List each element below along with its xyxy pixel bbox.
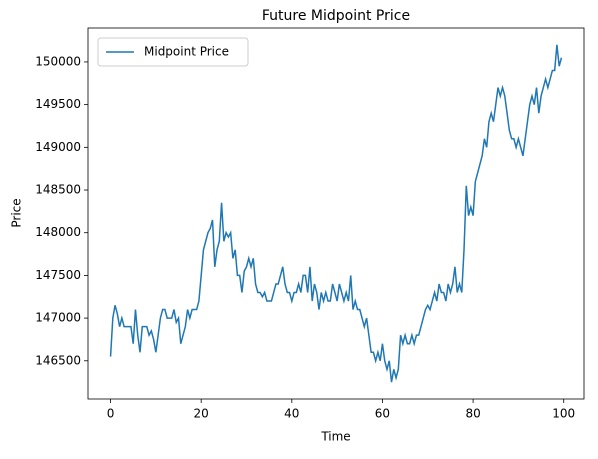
y-tick-label: 149500 bbox=[35, 97, 81, 111]
x-tick-label: 100 bbox=[552, 407, 575, 421]
data-line bbox=[109, 44, 563, 383]
x-tick-label: 0 bbox=[107, 407, 115, 421]
legend-label: Midpoint Price bbox=[144, 45, 229, 59]
x-tick-label: 20 bbox=[194, 407, 209, 421]
y-tick-label: 146500 bbox=[35, 353, 81, 367]
x-tick-label: 60 bbox=[375, 407, 390, 421]
y-tick-label: 147000 bbox=[35, 311, 81, 325]
legend-box bbox=[97, 37, 249, 67]
y-tick-label: 148000 bbox=[35, 225, 81, 239]
chart-title: Future Midpoint Price bbox=[262, 8, 410, 24]
y-tick-label: 149000 bbox=[35, 140, 81, 154]
x-axis-label: Time bbox=[320, 430, 350, 444]
y-tick-label: 150000 bbox=[35, 54, 81, 68]
y-tick-label: 147500 bbox=[35, 268, 81, 282]
plot-frame bbox=[87, 27, 585, 400]
x-tick-label: 40 bbox=[284, 407, 299, 421]
y-tick-label: 148500 bbox=[35, 183, 81, 197]
y-axis-label: Price bbox=[10, 198, 24, 227]
x-tick-label: 80 bbox=[465, 407, 480, 421]
